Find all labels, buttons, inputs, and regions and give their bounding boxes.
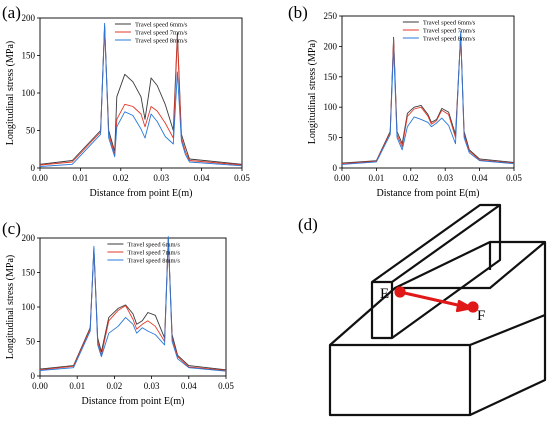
- legend-entry: Travel speed 6mm/s: [127, 242, 180, 249]
- x-tick-label: 0.05: [234, 173, 250, 183]
- series-line: [39, 22, 243, 167]
- x-tick-label: 0.04: [472, 173, 488, 183]
- legend-entry: Travel speed 8mm/s: [127, 258, 180, 265]
- x-tick-label: 0.03: [153, 173, 169, 183]
- base-block-front-face: [328, 343, 472, 417]
- x-tick-label: 0.03: [144, 381, 160, 391]
- x-tick-label: 0.01: [369, 173, 385, 183]
- x-tick-label: 0.05: [506, 173, 522, 183]
- series-line: [39, 25, 243, 165]
- x-tick-label: 0.00: [334, 173, 350, 183]
- y-axis-label: Longitudinal stress (MPa): [5, 255, 16, 359]
- chart-panel-c: 0.00 0.01 0.02 0.03 0.04 0.05 0 50 100 150 200 Dist…: [5, 233, 234, 407]
- x-tick-label: 0.00: [32, 173, 48, 183]
- y-tick-label: 100: [22, 302, 36, 312]
- y-tick-label: 0: [31, 371, 36, 381]
- y-tick-label: 0: [31, 163, 36, 173]
- x-tick-label: 0.04: [181, 381, 197, 391]
- series-line: [341, 30, 515, 165]
- point-f-label: F: [477, 308, 485, 324]
- x-tick-label: 0.02: [113, 173, 129, 183]
- chart-panel-a: 0.00 0.01 0.02 0.03 0.04 0.05 0 50 100 150 200 Dist…: [5, 13, 250, 199]
- x-tick-label: 0.05: [218, 381, 234, 391]
- panel-label-c: (c): [2, 219, 21, 238]
- chart-panel-b: 0.00 0.01 0.02 0.03 0.04 0.05 0 50 100 150 200 250 D…: [307, 11, 522, 199]
- y-tick-label: 150: [22, 268, 36, 278]
- panel-label-a: (a): [2, 3, 21, 22]
- x-axis-label: Distance from point E(m): [81, 396, 184, 407]
- legend-entry: Travel speed 7mm/s: [127, 250, 180, 257]
- legend-entry: Travel speed 8mm/s: [135, 38, 188, 45]
- series-line: [341, 35, 515, 165]
- legend-entry: Travel speed 8mm/s: [423, 36, 476, 43]
- path-e-to-f-arrow: [399, 290, 463, 308]
- panel-label-b: (b): [288, 3, 308, 22]
- y-tick-label: 200: [324, 41, 338, 51]
- x-axis-label: Distance from point E(m): [89, 188, 192, 199]
- x-axis-label: Distance from point E(m): [376, 188, 479, 199]
- x-tick-label: 0.02: [107, 381, 123, 391]
- series-line: [341, 33, 515, 164]
- base-block-back-edges: [394, 240, 547, 315]
- x-tick-label: 0.02: [403, 173, 419, 183]
- x-tick-label: 0.01: [73, 173, 89, 183]
- x-tick-label: 0.04: [194, 173, 210, 183]
- x-tick-label: 0.00: [32, 381, 48, 391]
- x-tick-label: 0.01: [69, 381, 85, 391]
- legend-entry: Travel speed 7mm/s: [423, 28, 476, 35]
- rib-block: [370, 203, 502, 340]
- legend-entry: Travel speed 6mm/s: [135, 22, 188, 29]
- y-axis-label: Longitudinal stress (MPa): [5, 41, 16, 145]
- series-line: [39, 236, 227, 372]
- schematic-diagram: E F: [328, 203, 547, 417]
- y-tick-label: 100: [324, 102, 338, 112]
- y-tick-label: 50: [328, 133, 338, 143]
- base-block-top-face: [329, 241, 547, 416]
- x-tick-label: 0.03: [437, 173, 453, 183]
- y-tick-label: 50: [26, 337, 36, 347]
- plot-frame: [341, 15, 515, 169]
- y-tick-label: 200: [22, 13, 36, 23]
- y-tick-label: 0: [333, 163, 338, 173]
- point-e-label: E: [380, 286, 389, 302]
- legend-entry: Travel speed 6mm/s: [423, 20, 476, 27]
- y-tick-label: 150: [324, 72, 338, 82]
- y-tick-label: 200: [22, 233, 36, 243]
- y-tick-label: 100: [22, 88, 36, 98]
- y-tick-label: 150: [22, 51, 36, 61]
- point-e-marker: [394, 286, 406, 298]
- y-axis-label: Longitudinal stress (MPa): [307, 40, 318, 144]
- legend-entry: Travel speed 7mm/s: [135, 30, 188, 37]
- point-f-marker: [467, 301, 479, 313]
- y-tick-label: 50: [26, 126, 36, 136]
- y-tick-label: 250: [324, 11, 338, 21]
- panel-label-d: (d): [298, 215, 318, 234]
